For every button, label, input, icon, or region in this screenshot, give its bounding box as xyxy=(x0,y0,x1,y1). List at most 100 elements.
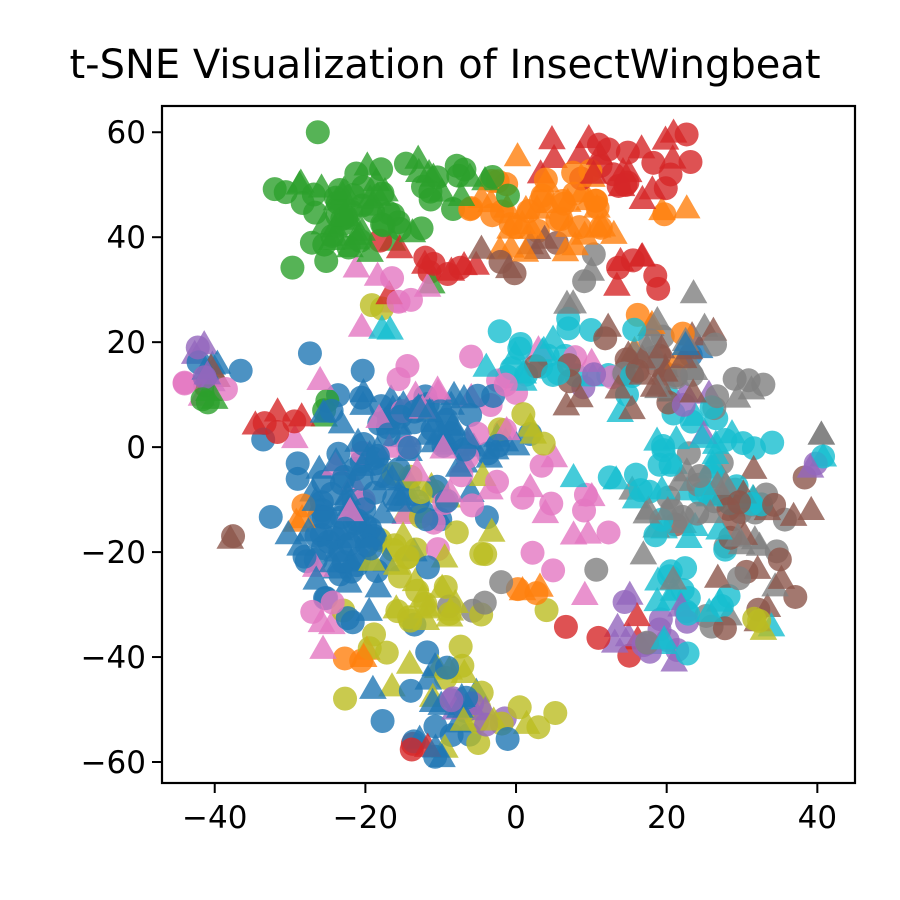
scatter-point xyxy=(672,194,701,219)
scatter-point xyxy=(448,634,473,659)
scatter-point xyxy=(376,422,401,447)
scatter-point xyxy=(676,601,701,626)
scatter-point xyxy=(747,608,772,633)
scatter-point xyxy=(480,203,505,228)
scatter-point xyxy=(584,557,609,582)
scatter-point xyxy=(632,499,661,524)
scatter-point xyxy=(333,686,358,711)
scatter-point xyxy=(653,495,682,521)
scatter-point xyxy=(415,397,444,422)
scatter-point xyxy=(472,590,497,615)
scatter-point xyxy=(437,390,465,415)
scatter-point xyxy=(414,420,442,445)
scatter-point xyxy=(566,139,594,165)
scatter-point xyxy=(303,200,328,225)
scatter-point xyxy=(467,234,496,259)
scatter-point xyxy=(615,140,640,165)
scatter-point xyxy=(398,678,423,703)
scatter-point xyxy=(628,184,657,209)
scatter-point xyxy=(320,590,345,615)
scatter-point xyxy=(285,466,310,491)
scatter-point xyxy=(643,306,672,331)
scatter-point xyxy=(727,490,752,515)
scatter-point xyxy=(349,377,378,403)
scatter-point xyxy=(687,464,712,489)
scatter-point xyxy=(551,237,580,262)
points-layer xyxy=(172,118,838,769)
scatter-point xyxy=(386,289,411,314)
scatter-point xyxy=(258,504,283,529)
scatter-point xyxy=(336,497,364,522)
scatter-point xyxy=(701,429,730,454)
scatter-point xyxy=(333,201,361,227)
scatter-point xyxy=(485,433,510,458)
scatter-point xyxy=(397,435,422,460)
scatter-point xyxy=(751,372,776,397)
scatter-point xyxy=(444,452,473,477)
scatter-point xyxy=(625,358,650,383)
scatter-point xyxy=(274,520,303,545)
scatter-point xyxy=(807,420,836,445)
scatter-point xyxy=(623,601,651,627)
scatter-point xyxy=(588,215,613,240)
scatter-point xyxy=(364,573,393,598)
scatter-point xyxy=(648,196,676,221)
x-tick-label: −40 xyxy=(182,800,247,836)
scatter-point xyxy=(489,570,514,595)
scatter-point xyxy=(597,465,622,490)
scatter-point xyxy=(322,447,350,472)
scatter-point xyxy=(703,563,732,588)
scatter-point xyxy=(365,403,393,429)
scatter-point xyxy=(302,565,331,590)
x-axis: −40 −20 0 20 40 xyxy=(182,783,837,836)
scatter-point xyxy=(622,317,647,342)
scatter-point xyxy=(297,341,322,366)
scatter-point xyxy=(185,335,210,360)
scatter-point xyxy=(541,558,566,583)
scatter-point xyxy=(363,181,392,206)
scatter-point xyxy=(577,256,606,281)
scatter-point xyxy=(581,242,606,267)
scatter-point xyxy=(629,540,658,565)
scatter-point xyxy=(643,523,668,548)
scatter-point xyxy=(368,314,396,339)
scatter-point xyxy=(540,143,568,168)
scatter-point xyxy=(596,520,621,545)
scatter-point xyxy=(559,520,588,545)
scatter-point xyxy=(385,599,410,624)
scatter-point xyxy=(410,174,435,199)
scatter-point xyxy=(582,362,607,387)
scatter-point xyxy=(460,493,485,518)
scatter-point xyxy=(382,550,411,575)
scatter-point xyxy=(538,125,566,150)
scatter-point xyxy=(403,457,431,482)
scatter-point xyxy=(458,403,483,428)
scatter-point xyxy=(718,419,746,444)
scatter-point xyxy=(553,614,578,639)
scatter-point xyxy=(679,378,707,403)
scatter-point xyxy=(779,501,808,526)
scatter-point xyxy=(600,628,629,653)
scatter-point xyxy=(453,424,482,449)
scatter-point xyxy=(344,427,372,452)
scatter-point xyxy=(423,714,448,739)
scatter-point xyxy=(539,491,564,516)
scatter-point xyxy=(516,472,545,498)
scatter-point xyxy=(577,481,606,507)
scatter-point xyxy=(421,733,450,758)
scatter-point xyxy=(680,362,705,387)
scatter-point xyxy=(333,516,358,541)
scatter-point xyxy=(722,366,747,391)
scatter-point xyxy=(760,430,785,455)
scatter-point xyxy=(447,181,476,207)
scatter-point xyxy=(414,665,443,690)
scatter-point xyxy=(726,566,751,591)
scatter-point xyxy=(370,709,395,734)
scatter-point xyxy=(355,596,383,621)
scatter-point xyxy=(618,394,646,420)
scatter-point xyxy=(767,547,792,572)
scatter-point xyxy=(348,228,373,253)
scatter-point xyxy=(465,383,490,408)
scatter-point xyxy=(347,312,376,337)
scatter-point xyxy=(651,438,676,463)
